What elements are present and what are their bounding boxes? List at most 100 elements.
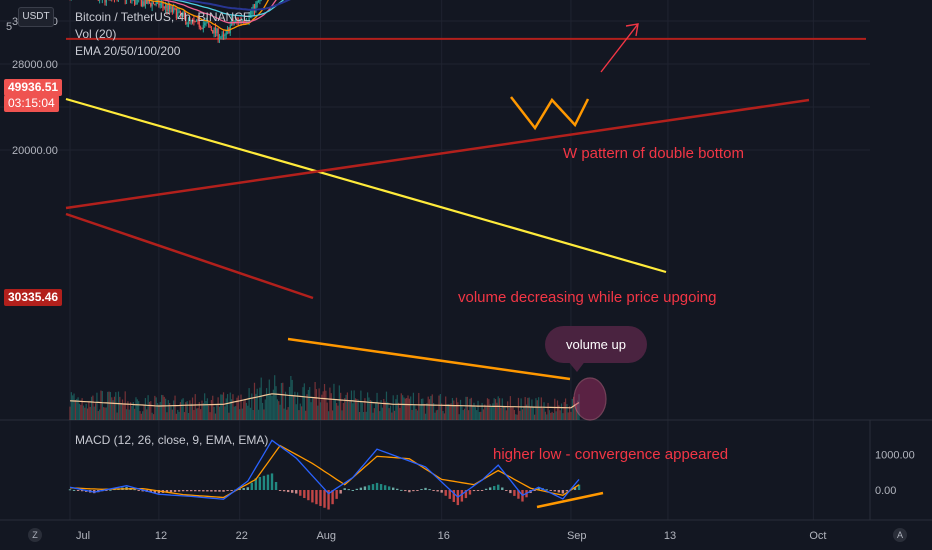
volume-bar <box>150 401 152 420</box>
macd-histogram-bar <box>396 488 399 490</box>
volume-bar <box>367 392 369 420</box>
volume-bar <box>109 392 111 420</box>
volume-bar <box>323 384 326 420</box>
volume-bar <box>221 394 223 420</box>
ema-lines <box>146 0 291 32</box>
volume-bar <box>488 399 490 420</box>
volume-bar <box>552 412 555 420</box>
volume-bar <box>201 400 203 420</box>
time-axis-label: 22 <box>236 530 248 542</box>
volume-bar <box>233 406 235 420</box>
candle-body <box>177 12 179 19</box>
candle-body <box>253 5 256 12</box>
macd-histogram-bar <box>291 490 294 493</box>
volume-bar <box>131 405 133 420</box>
currency-button[interactable]: USDT <box>18 7 54 27</box>
volume-bar <box>318 388 320 420</box>
volume-bar <box>494 399 497 420</box>
macd-histogram-bar <box>493 486 496 490</box>
volume-bar <box>113 396 116 420</box>
macd-histogram-bar <box>452 490 455 502</box>
volume-bar <box>543 402 545 420</box>
volume-bar <box>298 410 300 420</box>
macd-annotation: higher low - convergence appeared <box>493 446 729 463</box>
macd-histogram-bar <box>80 490 84 492</box>
volume-bar <box>148 401 151 420</box>
volume-bar <box>251 393 253 420</box>
volume-bar <box>166 412 168 420</box>
volume-bar <box>96 392 98 420</box>
candle-body <box>213 27 215 34</box>
volume-bar <box>146 409 148 420</box>
symbol-title[interactable]: Bitcoin / TetherUS, 4h, BINANCE <box>75 10 251 24</box>
time-axis-label: 16 <box>438 530 450 542</box>
volume-bar <box>361 402 363 420</box>
macd-pane <box>68 439 581 510</box>
volume-bar <box>163 396 165 420</box>
log-scale-button[interactable]: Z <box>28 528 42 542</box>
volume-bar <box>395 399 397 420</box>
candle-body <box>154 4 156 6</box>
volume-bar <box>216 404 218 420</box>
volume-bar <box>473 402 475 420</box>
volume-decreasing-annotation: volume decreasing while price upgoing <box>458 289 717 306</box>
volume-bar <box>474 407 476 420</box>
volume-bar <box>416 410 419 420</box>
volume-bar <box>175 413 177 420</box>
macd-histogram-bar <box>412 490 415 492</box>
volume-bar <box>381 407 384 420</box>
volume-bar <box>90 396 93 420</box>
macd-histogram-bar <box>323 490 326 508</box>
macd-histogram-bar <box>206 490 209 492</box>
macd-histogram-bar <box>68 489 72 491</box>
volume-bar <box>154 395 156 420</box>
volume-bar <box>283 408 285 420</box>
volume-bar <box>191 397 194 420</box>
callout-pointer <box>567 360 586 372</box>
candle-body <box>169 4 171 10</box>
macd-histogram-bar <box>375 482 379 490</box>
volume-bar <box>200 409 202 420</box>
volume-bar <box>321 394 323 420</box>
volume-bar <box>406 398 408 420</box>
ema-indicator-label[interactable]: EMA 20/50/100/200 <box>75 44 181 58</box>
volume-bar <box>486 398 489 420</box>
candle-body <box>158 0 160 6</box>
volume-ma-line <box>69 393 580 409</box>
volume-bar <box>97 411 99 420</box>
volume-bar <box>503 406 505 420</box>
candle-body <box>190 20 192 22</box>
volume-bar <box>270 394 272 420</box>
volume-bar <box>465 396 467 420</box>
macd-histogram-bar <box>214 490 217 492</box>
auto-scale-button[interactable]: A <box>893 528 907 542</box>
candle-body <box>193 20 195 22</box>
candle-body <box>259 0 261 2</box>
volume-bar <box>508 407 510 420</box>
descending-channel-line <box>65 212 314 300</box>
volume-bar <box>540 397 542 420</box>
volume-bar <box>279 404 281 420</box>
macd-histogram-bar <box>537 487 540 490</box>
candle-body <box>220 37 222 39</box>
candle-body <box>212 30 214 34</box>
macd-histogram-bar <box>367 485 371 490</box>
macd-indicator-label[interactable]: MACD (12, 26, close, 9, EMA, EMA) <box>75 433 269 447</box>
volume-bar <box>121 399 124 420</box>
candle-body <box>185 16 187 24</box>
volume-bar <box>379 411 381 420</box>
macd-histogram-bar <box>351 490 354 491</box>
volume-bar <box>305 410 307 420</box>
volume-bar <box>566 404 568 420</box>
volume-bar <box>185 402 187 420</box>
volume-bar <box>411 409 413 420</box>
volume-bar <box>187 412 190 420</box>
macd-histogram-bar <box>545 489 548 491</box>
candle-body <box>105 0 107 3</box>
macd-histogram-bar <box>202 490 205 492</box>
volume-indicator-label[interactable]: Vol (20) <box>75 27 117 41</box>
volume-bar <box>414 404 416 420</box>
volume-bar <box>480 411 482 420</box>
macd-histogram-bar <box>153 490 157 493</box>
